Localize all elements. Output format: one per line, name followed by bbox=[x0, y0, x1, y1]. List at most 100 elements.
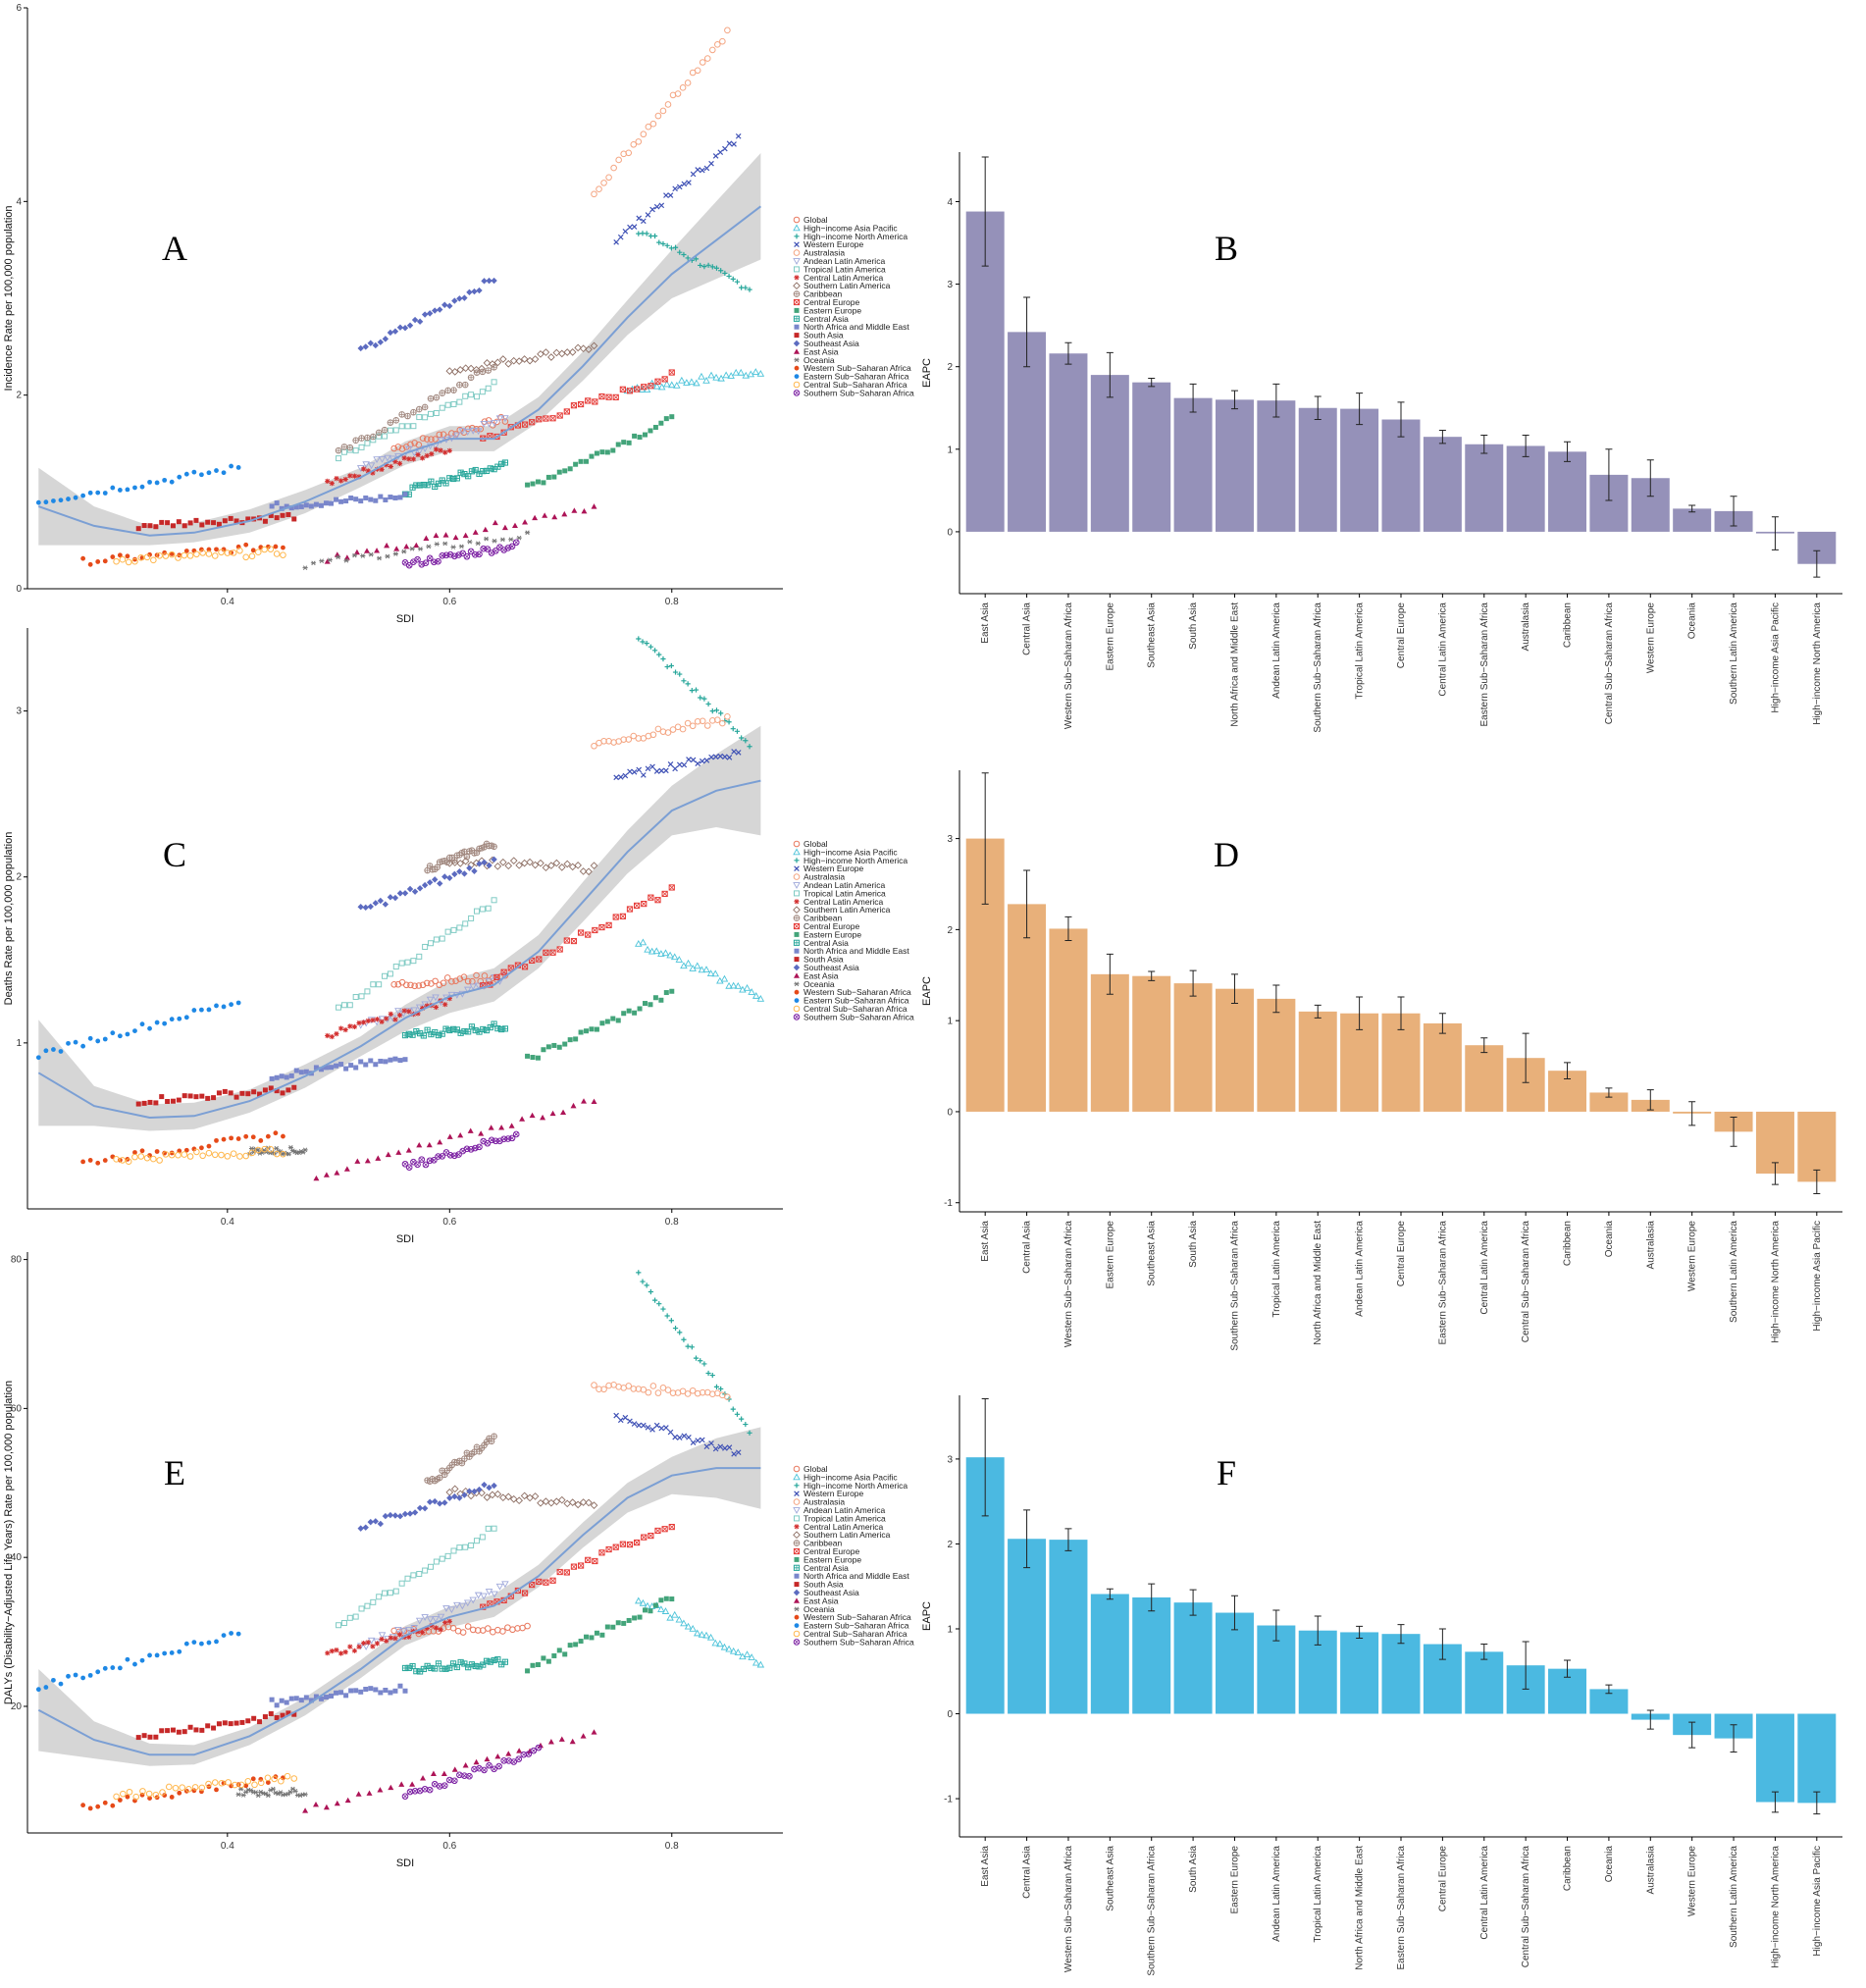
data-point bbox=[409, 1662, 416, 1670]
x-tick-label: Central Asia bbox=[1022, 1846, 1033, 1899]
data-point bbox=[175, 1151, 181, 1159]
data-point bbox=[406, 1634, 412, 1640]
data-point bbox=[495, 1583, 504, 1591]
data-point bbox=[271, 1775, 278, 1783]
region-series bbox=[235, 1786, 308, 1799]
data-point bbox=[250, 1134, 256, 1140]
data-point bbox=[504, 862, 513, 870]
data-point bbox=[377, 1787, 384, 1793]
legend-symbol bbox=[794, 365, 800, 371]
legend-symbol bbox=[793, 848, 801, 856]
data-point bbox=[479, 368, 487, 376]
legend-label: North Africa and Middle East bbox=[803, 1571, 909, 1581]
data-point bbox=[358, 498, 364, 504]
data-point bbox=[368, 497, 374, 502]
data-point bbox=[570, 402, 578, 409]
data-point bbox=[690, 1439, 697, 1445]
data-point bbox=[393, 546, 400, 551]
data-point bbox=[515, 1755, 523, 1763]
data-point bbox=[727, 372, 735, 379]
data-point bbox=[132, 1793, 140, 1801]
legend-symbol bbox=[793, 1473, 801, 1481]
data-point bbox=[695, 760, 701, 767]
data-point bbox=[407, 441, 414, 448]
data-point bbox=[125, 1158, 132, 1166]
data-point bbox=[484, 1139, 492, 1147]
data-point bbox=[626, 1617, 632, 1623]
data-point bbox=[478, 1130, 485, 1136]
y-tick-label: 0 bbox=[947, 1107, 953, 1118]
data-point bbox=[205, 1095, 211, 1101]
data-point bbox=[456, 1494, 463, 1501]
legend-label: East Asia bbox=[803, 970, 839, 980]
data-point bbox=[378, 1016, 387, 1023]
data-point bbox=[640, 639, 646, 645]
x-tick-label: Andean Latin America bbox=[1355, 1221, 1366, 1317]
data-point bbox=[387, 1511, 394, 1519]
data-point bbox=[392, 417, 400, 424]
legend-symbol bbox=[793, 1589, 801, 1596]
data-point bbox=[469, 1596, 477, 1604]
error-bar bbox=[1438, 1628, 1446, 1660]
data-point bbox=[649, 763, 655, 770]
data-point bbox=[422, 559, 430, 567]
data-point bbox=[669, 1596, 675, 1602]
data-point bbox=[441, 1770, 447, 1776]
data-point bbox=[169, 1795, 175, 1800]
data-point bbox=[406, 456, 412, 462]
data-point bbox=[472, 466, 479, 474]
data-point bbox=[403, 543, 410, 549]
data-point bbox=[168, 1151, 176, 1159]
data-point bbox=[752, 368, 760, 375]
data-point bbox=[135, 1735, 141, 1741]
data-point bbox=[95, 1160, 101, 1166]
data-point bbox=[644, 640, 649, 647]
x-tick-label: Australasia bbox=[1645, 1846, 1656, 1895]
y-tick-label: 1 bbox=[947, 1624, 953, 1635]
data-point bbox=[229, 1135, 233, 1141]
data-point bbox=[669, 988, 675, 994]
data-point bbox=[319, 558, 325, 564]
data-point bbox=[552, 1497, 561, 1506]
data-point bbox=[169, 479, 175, 485]
legend-symbol bbox=[793, 1630, 801, 1638]
region-series bbox=[613, 1412, 742, 1457]
region-series bbox=[480, 369, 675, 442]
region-series bbox=[636, 636, 752, 750]
legend-symbol bbox=[794, 1491, 800, 1497]
data-point bbox=[570, 937, 578, 945]
data-point bbox=[329, 481, 335, 487]
data-point bbox=[374, 1641, 381, 1647]
data-point bbox=[461, 1772, 468, 1779]
data-point bbox=[729, 981, 738, 989]
data-point bbox=[387, 329, 394, 337]
data-point bbox=[159, 1094, 165, 1100]
data-point bbox=[480, 1661, 487, 1668]
data-point bbox=[675, 956, 684, 963]
data-point bbox=[410, 1007, 418, 1015]
data-point bbox=[604, 449, 610, 455]
data-point bbox=[484, 1625, 492, 1632]
data-point bbox=[695, 167, 701, 173]
data-point bbox=[683, 379, 691, 386]
data-point bbox=[162, 477, 168, 483]
data-point bbox=[383, 1059, 389, 1065]
data-point bbox=[362, 1524, 369, 1531]
data-point bbox=[718, 710, 724, 716]
data-point bbox=[450, 926, 457, 933]
x-tick-label: 0.6 bbox=[442, 597, 456, 607]
data-point bbox=[363, 548, 370, 553]
data-point bbox=[521, 421, 529, 428]
data-point bbox=[279, 505, 285, 511]
data-point bbox=[446, 1618, 452, 1624]
data-point bbox=[274, 1145, 280, 1151]
data-point bbox=[176, 1729, 181, 1735]
data-point bbox=[363, 1062, 369, 1068]
data-point bbox=[515, 357, 524, 365]
data-point bbox=[312, 1802, 319, 1807]
data-point bbox=[439, 1153, 446, 1160]
data-point bbox=[373, 497, 379, 503]
data-point bbox=[145, 1790, 153, 1798]
